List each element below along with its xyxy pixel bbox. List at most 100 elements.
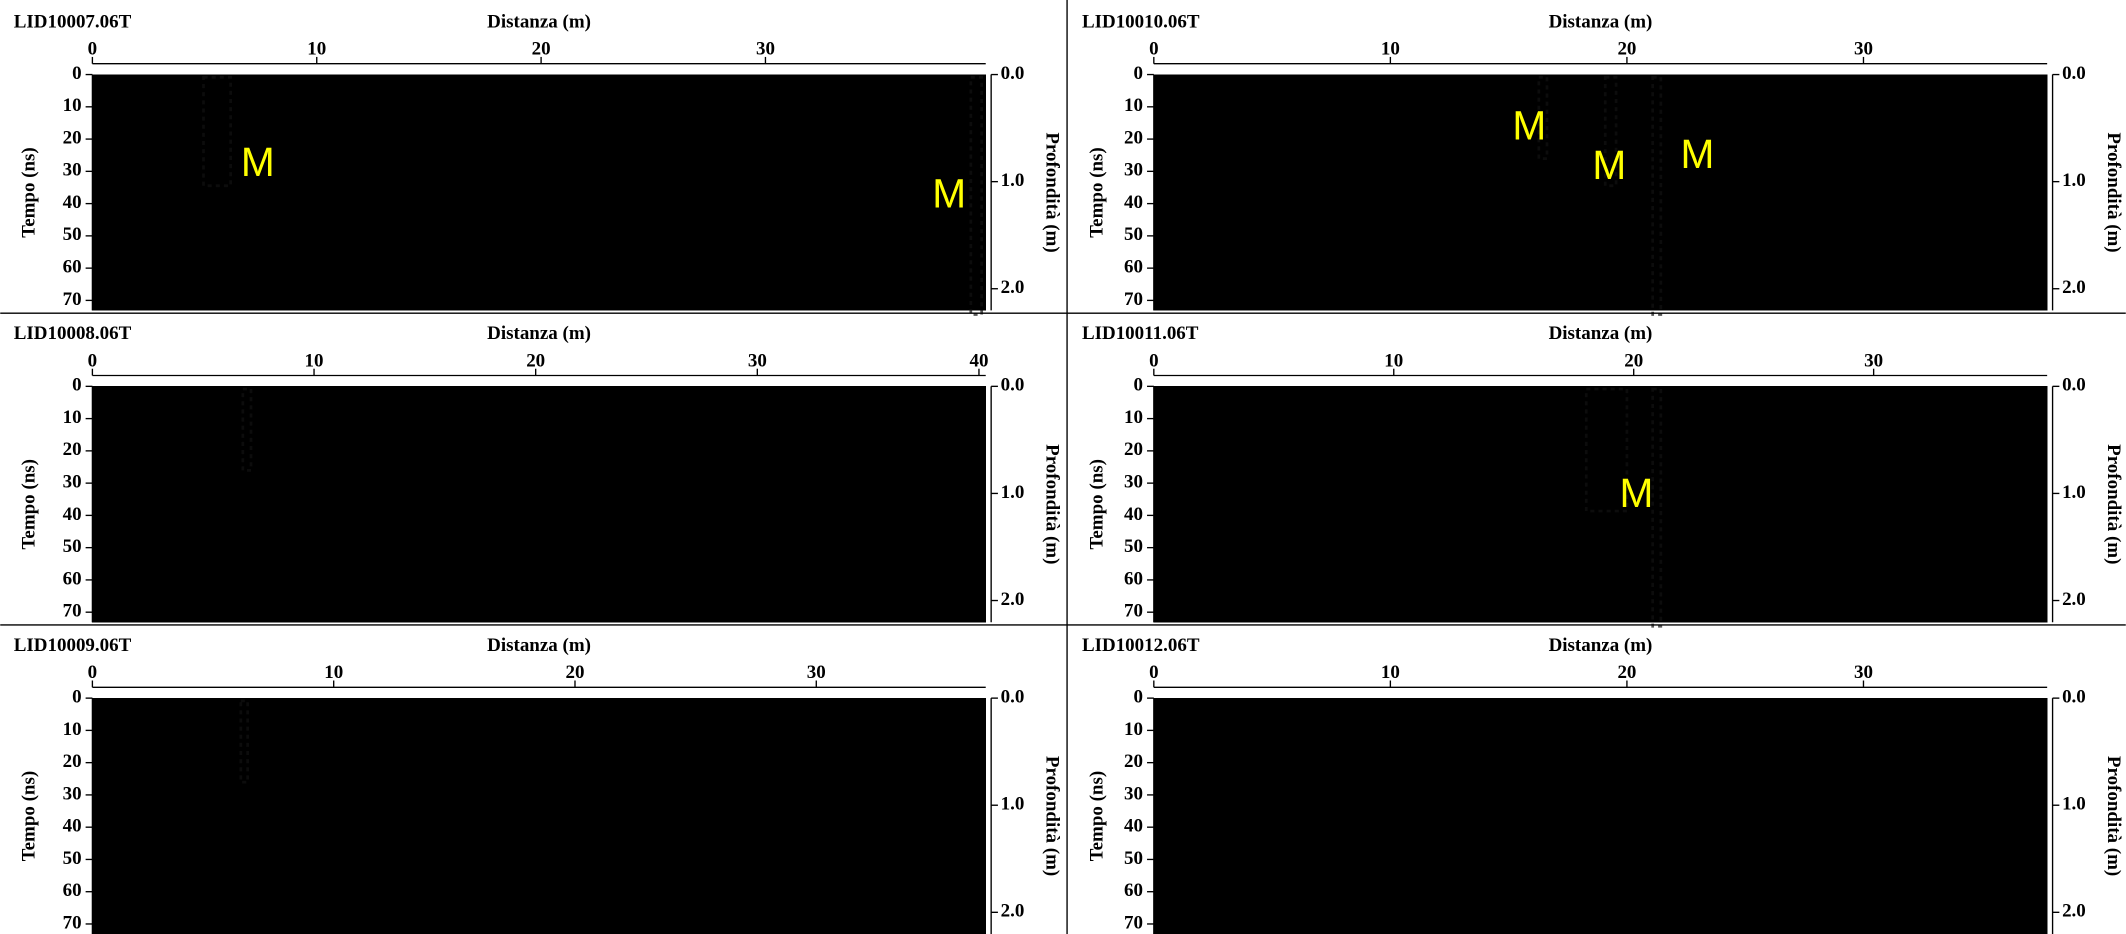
panel: LID10010.06T Distanza (m) 0 10 20 30 0 10 20 30 40… xyxy=(1082,11,2124,316)
x-axis-label: Distanza (m) xyxy=(487,11,591,32)
y2-axis-label: Profondità (m) xyxy=(2103,132,2124,252)
y-tick-label: 60 xyxy=(1124,880,1143,901)
x-tick-label: 0 xyxy=(1149,662,1158,683)
y-tick-label: 30 xyxy=(63,160,82,181)
annotation: M xyxy=(1592,142,1626,188)
x-tick-label: 10 xyxy=(1384,350,1403,371)
y-tick-label: 20 xyxy=(1124,751,1143,772)
x-tick-label: 10 xyxy=(1381,662,1400,683)
panel: LID10012.06T Distanza (m) 0 10 20 30 0 10 20 30 40… xyxy=(1082,635,2124,934)
y-tick-label: 10 xyxy=(63,95,82,116)
x-axis-label: Distanza (m) xyxy=(487,323,591,344)
y-tick-label: 50 xyxy=(1124,224,1143,245)
surface-band xyxy=(92,74,986,89)
annotation: M xyxy=(1619,470,1653,516)
x-tick-label: 30 xyxy=(1854,39,1873,60)
x-tick-label: 40 xyxy=(969,350,988,371)
panel: LID10008.06T Distanza (m) 0 10 20 30 40 0 10 20 30… xyxy=(14,323,1062,623)
anomaly-streak xyxy=(239,699,249,784)
x-tick-label: 20 xyxy=(526,350,545,371)
x-tick-label: 20 xyxy=(1624,350,1643,371)
y-tick-label: 40 xyxy=(1124,504,1143,525)
radargram xyxy=(1153,74,2048,311)
radargram xyxy=(92,698,986,934)
x-tick-label: 0 xyxy=(1149,350,1158,371)
panel-title: LID10009.06T xyxy=(14,635,132,656)
y2-tick-label: 1.0 xyxy=(1001,794,1025,815)
y-axis-label: Tempo (ns) xyxy=(18,459,39,549)
y-axis-label: Tempo (ns) xyxy=(18,771,39,861)
y2-tick-label: 0.0 xyxy=(2062,63,2086,84)
y2-axis-label: Profondità (m) xyxy=(1041,444,1062,564)
y2-tick-label: 0.0 xyxy=(1001,63,1025,84)
annotation: M xyxy=(241,139,275,185)
surface-band xyxy=(92,698,986,712)
annotation: M xyxy=(1680,131,1714,177)
y2-axis-label: Profondità (m) xyxy=(1041,756,1062,876)
y-tick-label: 70 xyxy=(63,601,82,622)
y-tick-label: 20 xyxy=(1124,439,1143,460)
y-tick-label: 0 xyxy=(72,686,81,707)
y2-tick-label: 2.0 xyxy=(1001,277,1025,298)
y-axis-label: Tempo (ns) xyxy=(1087,147,1108,237)
x-tick-label: 30 xyxy=(748,350,767,371)
anomaly-streak xyxy=(1651,75,1663,316)
y-tick-label: 0 xyxy=(72,63,81,84)
y2-tick-label: 0.0 xyxy=(1001,686,1025,707)
y2-tick-label: 0.0 xyxy=(1001,375,1025,396)
y2-tick-label: 0.0 xyxy=(2062,686,2086,707)
y2-axis-label: Profondità (m) xyxy=(2103,756,2124,876)
y-tick-label: 70 xyxy=(1124,289,1143,310)
radargram xyxy=(1153,386,2048,623)
panel-title: LID10011.06T xyxy=(1082,323,1199,344)
y-tick-label: 0 xyxy=(1133,686,1142,707)
y-tick-label: 10 xyxy=(1124,407,1143,428)
x-tick-label: 30 xyxy=(756,39,775,60)
panel-title: LID10007.06T xyxy=(14,11,132,32)
y-axis-label: Tempo (ns) xyxy=(18,147,39,237)
panel: LID10009.06T Distanza (m) 0 10 20 30 0 10 20 30 40… xyxy=(14,635,1062,934)
panel-title: LID10010.06T xyxy=(1082,11,1200,32)
anomaly-streak xyxy=(969,75,984,316)
x-tick-label: 30 xyxy=(807,662,826,683)
y-tick-label: 30 xyxy=(1124,471,1143,492)
y2-tick-label: 1.0 xyxy=(1001,170,1025,191)
anomaly-streak xyxy=(241,387,253,472)
x-tick-label: 20 xyxy=(1617,662,1636,683)
y2-tick-label: 2.0 xyxy=(1001,901,1025,922)
radargram xyxy=(92,74,986,311)
x-tick-label: 0 xyxy=(88,350,97,371)
y-tick-label: 30 xyxy=(63,471,82,492)
y-tick-label: 30 xyxy=(63,783,82,804)
surface-band xyxy=(1153,74,2048,89)
x-tick-label: 0 xyxy=(88,39,97,60)
x-tick-label: 0 xyxy=(88,662,97,683)
x-axis-label: Distanza (m) xyxy=(1549,635,1653,656)
anomaly-streak xyxy=(1537,75,1549,160)
y-tick-label: 10 xyxy=(1124,95,1143,116)
y2-axis-label: Profondità (m) xyxy=(1041,132,1062,252)
x-axis-label: Distanza (m) xyxy=(1549,323,1653,344)
y-tick-label: 20 xyxy=(63,439,82,460)
x-tick-label: 30 xyxy=(1854,662,1873,683)
annotation: M xyxy=(1512,103,1546,149)
y-tick-label: 0 xyxy=(72,375,81,396)
y-tick-label: 60 xyxy=(1124,256,1143,277)
y-tick-label: 10 xyxy=(63,407,82,428)
y2-axis-label: Profondità (m) xyxy=(2103,444,2124,564)
panel-title: LID10012.06T xyxy=(1082,635,1200,656)
y-tick-label: 60 xyxy=(1124,568,1143,589)
y2-tick-label: 2.0 xyxy=(2062,901,2086,922)
y-tick-label: 70 xyxy=(1124,601,1143,622)
y-tick-label: 20 xyxy=(1124,127,1143,148)
y-tick-label: 70 xyxy=(63,912,82,933)
surface-band xyxy=(1153,386,2048,400)
y2-tick-label: 2.0 xyxy=(2062,277,2086,298)
annotation: M xyxy=(932,170,966,216)
anomaly-streak xyxy=(202,75,233,188)
y-tick-label: 60 xyxy=(63,256,82,277)
panel: LID10011.06T Distanza (m) 0 10 20 30 0 10 20 30 40… xyxy=(1082,323,2124,628)
anomaly-streak xyxy=(1584,387,1629,513)
x-tick-label: 20 xyxy=(532,39,551,60)
